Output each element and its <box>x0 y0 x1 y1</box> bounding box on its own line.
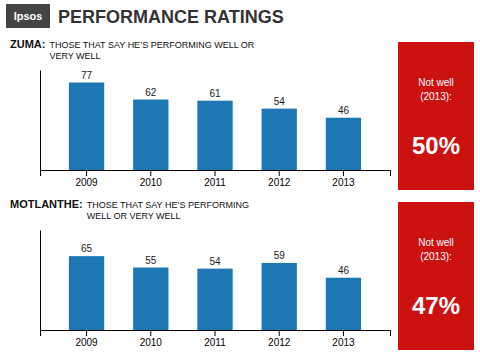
bars <box>69 83 361 171</box>
x-tick: 2013 <box>332 170 355 188</box>
bar <box>262 109 297 170</box>
x-tick: 2009 <box>75 170 98 188</box>
x-tick-label: 2011 <box>204 177 226 188</box>
data-label: 62 <box>145 87 157 98</box>
data-label: 46 <box>338 105 350 116</box>
x-tick: 2012 <box>268 330 291 348</box>
panel-title: ZUMA: <box>10 38 45 50</box>
x-tick: 2010 <box>140 170 163 188</box>
x-axis-line <box>41 331 391 337</box>
logo-box <box>6 4 50 28</box>
data-labels: 65 55 54 59 46 <box>81 243 349 276</box>
x-tick: 2013 <box>332 330 355 348</box>
x-tick-mark <box>215 170 216 176</box>
x-tick: 2009 <box>75 330 98 348</box>
x-tick-mark <box>343 330 344 336</box>
y-axis-line <box>40 71 41 171</box>
panel-subtitle: THOSE THAT SAY HE’S PERFORMING WELL OR <box>49 40 254 50</box>
panel-subtitle: WELL OR VERY WELL <box>87 211 181 221</box>
x-tick-label: 2010 <box>140 337 163 348</box>
bar <box>326 118 361 170</box>
x-tick-mark <box>279 170 280 176</box>
data-label: 59 <box>274 250 286 261</box>
x-tick-label: 2009 <box>75 177 98 188</box>
data-label: 54 <box>274 96 286 107</box>
y-axis <box>40 71 41 171</box>
annotation-label: Not well <box>418 237 454 248</box>
x-tick-mark <box>86 170 87 176</box>
x-tick-label: 2009 <box>75 337 98 348</box>
x-tick: 2011 <box>204 330 226 348</box>
annotation-value: 47% <box>412 292 460 319</box>
bar <box>197 101 232 170</box>
x-tick: 2012 <box>268 170 291 188</box>
x-axis: 2009 2010 2011 2012 2013 <box>41 170 391 188</box>
data-label: 55 <box>145 255 157 266</box>
x-tick-label: 2010 <box>140 177 163 188</box>
x-tick-mark <box>150 330 151 336</box>
data-label: 77 <box>81 70 93 81</box>
x-tick-label: 2012 <box>268 337 291 348</box>
annotation-value: 50% <box>412 132 460 159</box>
bar <box>133 100 168 170</box>
x-axis: 2009 2010 2011 2012 2013 <box>41 330 391 348</box>
x-tick-mark <box>86 330 87 336</box>
header: Ipsos PERFORMANCE RATINGS <box>6 4 284 28</box>
bar <box>69 83 104 171</box>
panel-subtitle: THOSE THAT SAY HE’S PERFORMING <box>87 200 249 210</box>
annotation-label: (2013): <box>420 91 452 102</box>
panel-subtitle: VERY WELL <box>49 51 100 61</box>
x-tick-label: 2011 <box>204 337 226 348</box>
data-label: 61 <box>209 88 221 99</box>
x-tick-label: 2012 <box>268 177 291 188</box>
logo-text: Ipsos <box>14 10 43 22</box>
x-tick: 2010 <box>140 330 163 348</box>
y-axis <box>40 231 41 331</box>
annotation-label: Not well <box>418 77 454 88</box>
title: PERFORMANCE RATINGS <box>58 7 284 27</box>
annotation-box <box>398 42 474 190</box>
panel: MOTLANTHE: THOSE THAT SAY HE’S PERFORMING… <box>10 198 474 350</box>
bar <box>262 263 297 330</box>
bar <box>69 256 104 330</box>
panel: ZUMA: THOSE THAT SAY HE’S PERFORMING WELL… <box>10 38 474 190</box>
x-tick: 2011 <box>204 170 226 188</box>
y-axis-line <box>40 231 41 331</box>
x-tick-label: 2013 <box>332 177 355 188</box>
x-axis-line <box>41 171 391 177</box>
bar <box>133 268 168 331</box>
panel-title: MOTLANTHE: <box>10 198 83 210</box>
x-tick-mark <box>150 170 151 176</box>
x-tick-label: 2013 <box>332 337 355 348</box>
data-label: 65 <box>81 243 93 254</box>
annotation-box <box>398 202 474 350</box>
data-label: 54 <box>209 256 221 267</box>
chart-root: Ipsos PERFORMANCE RATINGS ZUMA: THOSE THAT … <box>0 0 480 360</box>
x-tick-mark <box>343 170 344 176</box>
x-tick-mark <box>279 330 280 336</box>
data-labels: 77 62 61 54 46 <box>81 70 349 116</box>
annotation-label: (2013): <box>420 251 452 262</box>
bar <box>326 278 361 330</box>
data-label: 46 <box>338 265 350 276</box>
bar <box>197 269 232 330</box>
bars <box>69 256 361 330</box>
x-tick-mark <box>215 330 216 336</box>
